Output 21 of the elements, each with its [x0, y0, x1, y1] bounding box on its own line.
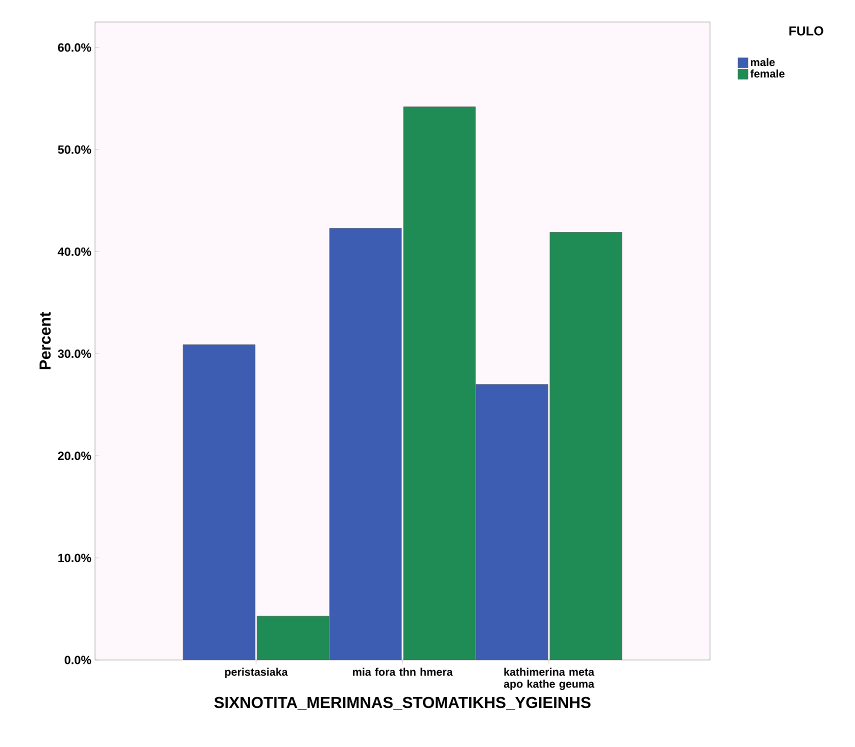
x-tick-label: kathimerina meta apo kathe geuma — [504, 668, 594, 690]
y-axis-title: Percent — [40, 312, 51, 370]
x-axis-title: SIXNOTITA_MERIMNAS_STOMATIKHS_YGIEINHS — [214, 696, 591, 710]
y-tick-label: 20.0% — [58, 452, 92, 460]
y-tick-label: 60.0% — [58, 43, 92, 52]
bar — [330, 228, 402, 660]
bar — [183, 344, 256, 660]
legend-label: male — [750, 58, 775, 66]
y-tick-label: 30.0% — [58, 350, 92, 358]
bar — [404, 106, 476, 660]
x-tick-label: mia fora thn hmera — [352, 668, 453, 676]
bar — [550, 232, 622, 660]
legend-title: FULO — [789, 26, 824, 36]
legend-label: female — [750, 70, 785, 78]
y-tick-label: 10.0% — [58, 554, 92, 562]
y-tick-label: 40.0% — [58, 247, 92, 256]
bar — [257, 616, 330, 660]
y-tick-label: 50.0% — [58, 145, 92, 154]
bar — [476, 384, 548, 660]
x-tick-label: peristasiaka — [225, 668, 288, 678]
y-tick-label: 0.0% — [64, 656, 92, 664]
